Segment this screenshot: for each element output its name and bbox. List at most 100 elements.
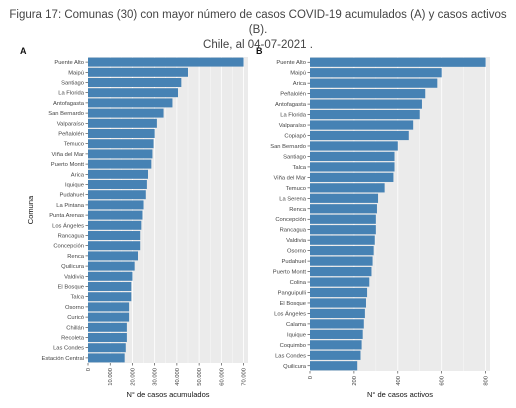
panel-a-x-axis-title: N° de casos acumulados <box>126 390 209 399</box>
panel-b-category-label: San Bernardo <box>270 144 306 150</box>
panel-a-category-label: El Bosque <box>58 285 84 291</box>
panel-a-chart: Puente Alto Maipú Santiago La Florida Antofa… <box>20 46 248 399</box>
panel-b-bar <box>310 99 422 109</box>
panel-b-category-label: Panguipulli <box>278 291 306 297</box>
panel-a-bar <box>88 333 127 342</box>
panel-b-category-label: Viña del Mar <box>274 175 307 181</box>
panel-a-category-label: Concepción <box>53 244 84 250</box>
panel-a-bar <box>88 210 143 220</box>
panel-a-bar <box>88 57 244 67</box>
panel-a-category-label: Renca <box>67 254 85 260</box>
panel-b-bar <box>310 319 364 329</box>
panel-a-bar <box>88 78 182 87</box>
panel-a-category-label: Puente Alto <box>54 60 84 66</box>
panel-b-bar <box>310 204 377 214</box>
panel-a-x-tick-label: 30.000 <box>153 368 159 386</box>
panel-b-x-axis-title: N° de casos activos <box>367 390 433 399</box>
panel-b-bar <box>310 308 365 319</box>
panel-b-bar <box>310 68 442 78</box>
panel-b-category-label: Peñalolén <box>280 92 306 98</box>
panel-a-bar <box>88 159 152 169</box>
panel-a-bar <box>88 292 132 302</box>
panel-a-bar <box>88 118 157 128</box>
panel-a-category-label: Iquique <box>65 183 84 189</box>
panel-a-category-label: Valdivia <box>64 274 85 280</box>
panel-b-x-tick-label: 800 <box>484 376 490 386</box>
figure-title-line-2: Chile, al 04-07-2021 . <box>203 39 313 51</box>
panel-a-category-label: Maipú <box>68 70 84 76</box>
panel-a-bar <box>88 129 155 138</box>
panel-a-bar <box>88 200 144 210</box>
panel-a-x-tick-label: 20.000 <box>130 368 136 386</box>
panel-b-bar <box>310 214 376 224</box>
panel-a-bar <box>88 261 135 271</box>
panel-a-bar <box>88 353 125 363</box>
panel-a-bar <box>88 343 126 353</box>
panel-b-category-label: Iquique <box>287 332 306 338</box>
panel-a-bar <box>88 149 153 159</box>
panel-a-category-label: La Florida <box>58 91 85 97</box>
panel-b-bar <box>310 109 420 120</box>
panel-a-category-label: Chillán <box>66 325 84 331</box>
panel-b-bar <box>310 298 366 308</box>
panel-b-category-label: Antofagasta <box>275 102 307 108</box>
panel-b-category-label: Santiago <box>283 154 306 160</box>
panel-b-category-label: Coquimbo <box>280 343 306 349</box>
panel-b-category-label: Maipú <box>290 71 306 77</box>
panel-b-category-label: Colina <box>290 280 307 286</box>
panel-a-bar <box>88 108 164 118</box>
panel-b-x-tick-label: 600 <box>440 376 446 386</box>
panel-b-bar <box>310 361 358 371</box>
panel-b-category-label: Valdivia <box>286 238 307 244</box>
panel-b-bar <box>310 329 363 339</box>
panel-b-chart: Puente Alto Maipú Arica Peñalolén Antofagast… <box>256 46 490 399</box>
figure-title-line-1: Figura 17: Comunas (30) con mayor número… <box>9 9 507 36</box>
panel-a-category-label: Quilicura <box>61 264 85 270</box>
panel-b-category-label: Pudahuel <box>282 259 307 265</box>
panel-a-category-label: San Bernardo <box>48 111 84 117</box>
panel-b-x-tick-label: 0 <box>308 376 314 379</box>
panel-a-bar <box>88 282 132 291</box>
panel-b-category-label: Rancagua <box>280 228 307 234</box>
panel-b-category-label: Arica <box>293 81 307 87</box>
panel-b-category-label: Concepción <box>275 217 306 223</box>
panel-a-category-label: Santiago <box>61 81 84 87</box>
panel-b-bar <box>310 78 438 88</box>
panel-a-bar <box>88 312 130 322</box>
panel-a-category-label: Pudahuel <box>60 193 85 199</box>
panel-a-category-label: Los Ángeles <box>52 222 84 229</box>
panel-a-x-tick-label: 60.000 <box>219 368 225 386</box>
panel-b-bar <box>310 57 486 67</box>
panel-a-bar <box>88 139 154 149</box>
panel-b-bar <box>310 225 376 235</box>
panel-b-category-label: Temuco <box>286 186 306 192</box>
panel-b-bar <box>310 141 398 151</box>
panel-b-bar <box>310 235 375 245</box>
panel-b-bar <box>310 151 395 162</box>
panel-b-bar <box>310 193 379 203</box>
panel-a-bar <box>88 180 147 189</box>
panel-b-bar <box>310 172 394 182</box>
panel-a-x-tick-label: 10.000 <box>108 368 114 386</box>
panel-a-bar <box>88 241 141 251</box>
panel-b-category-label: Las Condes <box>275 353 306 359</box>
panel-a-category-label: La Pintana <box>56 203 84 209</box>
panel-a-x-tick-label: 50.000 <box>197 368 203 386</box>
panel-b-category-label: Copiapó <box>284 134 306 140</box>
panel-b-bar <box>310 162 395 172</box>
panel-b-bar <box>310 277 370 287</box>
panel-a-bar <box>88 67 188 77</box>
panel-b-bar <box>310 350 361 360</box>
panel-b-category-label: Quilicura <box>283 364 307 370</box>
panel-b-category-label: Osorno <box>287 249 306 255</box>
panel-a-category-label: Las Condes <box>53 346 84 352</box>
figure-title: Figura 17: Comunas (30) con mayor número… <box>0 8 516 53</box>
panel-a-category-label: Puerto Montt <box>51 162 85 168</box>
panel-b-category-label: Valparaíso <box>279 123 306 129</box>
panel-a-category-label: Recoleta <box>61 336 85 342</box>
panel-a-category-label: Peñalolén <box>58 132 84 138</box>
panel-a-x-tick-label: 0 <box>86 368 92 371</box>
panel-b-bar <box>310 256 373 266</box>
panel-b-bar <box>310 266 372 277</box>
